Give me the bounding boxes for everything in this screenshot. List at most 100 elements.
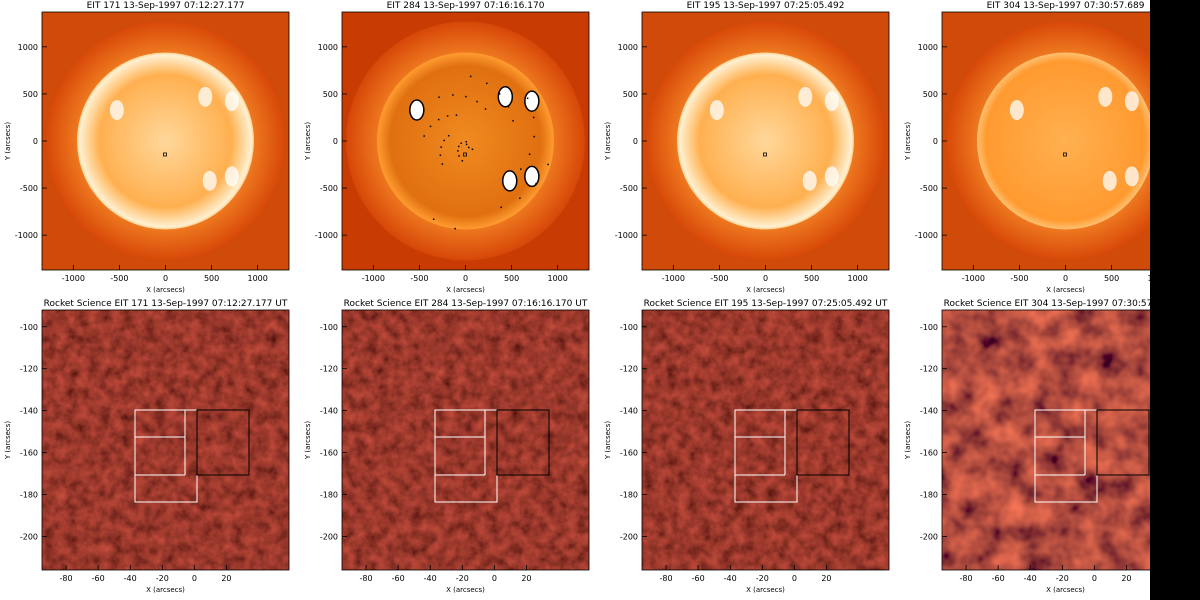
active-region	[198, 86, 213, 107]
speckle	[441, 163, 444, 165]
active-region	[1124, 166, 1139, 187]
speckle	[519, 197, 521, 199]
y-tick-label: 500	[23, 90, 38, 99]
x-tick-label: -40	[1024, 574, 1037, 583]
x-tick-label: -80	[360, 574, 373, 583]
sun-disk	[977, 52, 1154, 230]
speckle	[460, 142, 462, 144]
y-tick-label: 0	[933, 137, 938, 146]
speckle	[547, 163, 549, 166]
y-tick-label: -500	[920, 184, 938, 193]
x-tick-label: 0	[163, 274, 168, 283]
y-tick-label: -100	[20, 323, 38, 332]
x-tick-label: -20	[756, 574, 769, 583]
speckle	[520, 168, 522, 170]
x-tick-label: 0	[463, 274, 468, 283]
y-tick-label: 500	[323, 90, 338, 99]
box-outline-dark	[796, 409, 850, 476]
speckle	[512, 120, 514, 122]
active-region	[824, 166, 839, 187]
image-noise	[642, 310, 889, 570]
active-region	[1098, 86, 1113, 107]
box-outline-dark	[496, 409, 550, 476]
y-tick-label: -140	[320, 407, 338, 416]
y-axis-label: Y (arcsecs)	[304, 122, 312, 162]
y-axis-label: Y (arcsecs)	[304, 421, 312, 461]
x-tick-label: -80	[660, 574, 673, 583]
speckle	[465, 141, 467, 143]
x-axis-label: X (arcsecs)	[1046, 286, 1085, 294]
x-axis-label: X (arcsecs)	[446, 586, 485, 594]
speckle	[423, 135, 425, 137]
y-tick-label: -120	[920, 365, 938, 374]
active-region	[109, 100, 124, 121]
speckle	[500, 206, 502, 209]
x-tick-label: -1000	[962, 274, 985, 283]
x-tick-label: 500	[804, 274, 819, 283]
x-tick-label: 0	[763, 274, 768, 283]
x-tick-label: -60	[992, 574, 1005, 583]
y-tick-label: -200	[20, 532, 38, 541]
x-tick-label: 500	[204, 274, 219, 283]
panel-title: Rocket Science EIT 304 13-Sep-1997 07:30…	[944, 299, 1188, 309]
y-tick-label: 500	[623, 90, 638, 99]
speckle	[484, 108, 487, 110]
x-tick-label: 20	[821, 574, 831, 583]
x-tick-label: -60	[692, 574, 705, 583]
y-tick-label: -1000	[615, 231, 638, 240]
speckle	[526, 97, 529, 100]
x-axis-label: X (arcsecs)	[446, 286, 485, 294]
sun-disk	[677, 52, 854, 230]
image-noise	[942, 310, 1189, 570]
x-tick-label: 1000	[547, 274, 567, 283]
x-tick-label: -1000	[362, 274, 385, 283]
speckle	[469, 75, 472, 78]
box-outline-dark	[1096, 409, 1150, 476]
y-tick-label: -1000	[15, 231, 38, 240]
plot-frame	[641, 309, 890, 571]
y-axis-label: Y (arcsecs)	[4, 122, 12, 162]
x-tick-label: 0	[792, 574, 797, 583]
panel-title: EIT 195 13-Sep-1997 07:25:05.492	[687, 1, 845, 11]
active-region	[524, 90, 540, 112]
speckle	[429, 125, 432, 128]
panel-title: EIT 171 13-Sep-1997 07:12:27.177	[87, 1, 245, 11]
y-tick-label: 500	[923, 90, 938, 99]
x-tick-label: -500	[410, 274, 428, 283]
x-axis-label: X (arcsecs)	[146, 586, 185, 594]
target-marker	[763, 152, 767, 157]
y-tick-label: -120	[20, 365, 38, 374]
y-tick-label: 1000	[618, 43, 638, 52]
x-tick-label: -500	[710, 274, 728, 283]
active-region	[824, 91, 839, 112]
y-tick-label: 1000	[918, 43, 938, 52]
y-tick-label: -140	[620, 407, 638, 416]
y-tick-label: -180	[20, 491, 38, 500]
y-tick-label: -180	[320, 491, 338, 500]
x-tick-label: -80	[60, 574, 73, 583]
y-tick-label: -140	[920, 407, 938, 416]
y-tick-label: 1000	[18, 43, 38, 52]
speckle	[507, 106, 510, 108]
edge-strip	[1150, 0, 1200, 600]
x-axis-label: X (arcsecs)	[146, 286, 185, 294]
image-noise	[342, 310, 589, 570]
speckle	[467, 146, 470, 149]
x-tick-label: -40	[124, 574, 137, 583]
x-tick-label: -20	[156, 574, 169, 583]
active-region	[524, 165, 540, 188]
active-region	[501, 170, 518, 192]
speckle	[532, 116, 535, 119]
y-tick-label: -180	[920, 491, 938, 500]
y-tick-label: 0	[33, 137, 38, 146]
y-tick-label: -500	[20, 184, 38, 193]
sun-disk	[77, 52, 254, 230]
x-tick-label: -500	[110, 274, 128, 283]
speckle	[437, 118, 440, 121]
target-marker	[163, 152, 167, 157]
y-tick-label: -1000	[315, 231, 338, 240]
speckle	[465, 143, 468, 146]
speckle	[446, 115, 449, 117]
speckle	[432, 218, 435, 220]
